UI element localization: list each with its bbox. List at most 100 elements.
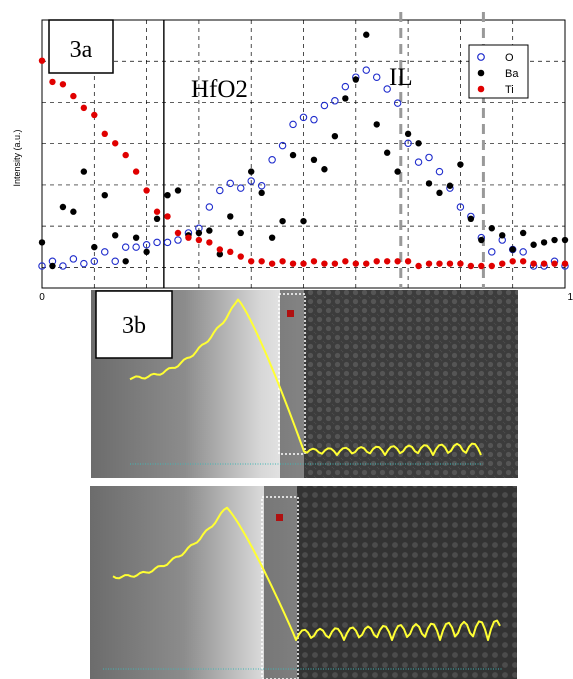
point-ti xyxy=(227,248,234,256)
point-o xyxy=(257,182,266,190)
point-ba xyxy=(561,236,569,244)
point-ba xyxy=(300,217,307,225)
point-ba xyxy=(478,236,485,244)
point-ba xyxy=(112,232,119,239)
point-ba xyxy=(331,133,339,140)
point-ba xyxy=(49,262,56,270)
point-ti xyxy=(237,253,244,260)
point-o xyxy=(362,66,371,74)
point-ba xyxy=(258,189,265,197)
point-ti xyxy=(80,104,88,112)
point-ti xyxy=(530,260,537,267)
panel-b-images: 3b xyxy=(90,290,518,679)
marker-square-bottom xyxy=(276,514,283,521)
point-ti xyxy=(268,260,276,267)
point-o xyxy=(456,203,465,211)
panel-a-label-box xyxy=(48,19,114,74)
point-ti xyxy=(101,130,108,138)
point-o xyxy=(121,243,130,251)
point-ba xyxy=(425,180,433,187)
point-ba xyxy=(342,95,349,102)
point-ti xyxy=(394,258,401,265)
point-o xyxy=(226,179,235,188)
x-tick-labels: 0 10 xyxy=(39,292,573,303)
x-tick-label: 10 xyxy=(567,292,573,303)
stem-image-top: 3b xyxy=(91,290,518,478)
point-ba xyxy=(321,166,328,173)
point-ti xyxy=(174,229,182,237)
point-ti xyxy=(38,57,46,64)
point-o xyxy=(289,120,297,129)
legend-marker-ti xyxy=(477,85,485,93)
point-ti xyxy=(499,260,506,267)
point-o xyxy=(174,236,182,244)
point-ba xyxy=(457,161,464,168)
point-ba xyxy=(268,234,276,241)
point-ba xyxy=(153,215,161,222)
point-o xyxy=(299,113,308,122)
point-ba xyxy=(279,217,286,225)
point-o xyxy=(153,238,161,247)
point-o xyxy=(80,259,88,268)
point-o xyxy=(320,101,329,110)
point-ba xyxy=(404,130,412,138)
point-o xyxy=(142,241,151,249)
point-o xyxy=(331,97,339,105)
point-ti xyxy=(373,258,380,265)
y-axis-label: Intensity (a.u.) xyxy=(12,129,22,186)
point-ti xyxy=(153,208,161,215)
point-ti xyxy=(352,260,359,267)
point-ti xyxy=(540,260,548,267)
panel-a-chart: 0 10 Intensity (a.u.) 3a HfO2 IL O Ba Ti xyxy=(12,12,573,303)
point-ba xyxy=(38,239,46,246)
point-ti xyxy=(70,92,77,100)
point-ba xyxy=(488,225,495,232)
point-ti xyxy=(216,246,224,253)
point-o xyxy=(132,243,140,251)
point-ba xyxy=(519,229,527,237)
point-ba xyxy=(248,168,255,175)
point-ba xyxy=(227,213,234,220)
point-o xyxy=(519,248,527,256)
panel-b-label: 3b xyxy=(122,313,146,339)
point-ti xyxy=(300,260,307,267)
point-ti xyxy=(561,260,569,267)
point-ba xyxy=(122,258,129,265)
point-ti xyxy=(551,260,558,267)
point-ti xyxy=(132,168,140,175)
point-o xyxy=(425,153,433,162)
point-ti xyxy=(363,260,370,267)
point-o xyxy=(163,238,172,247)
legend-label-ti: Ti xyxy=(505,84,514,96)
point-ba xyxy=(80,168,88,175)
point-ti xyxy=(436,260,443,267)
point-ti xyxy=(91,111,98,119)
point-ti xyxy=(467,262,475,270)
point-o xyxy=(38,262,46,270)
point-ba xyxy=(101,192,108,199)
data-points xyxy=(38,31,569,270)
point-ba xyxy=(415,140,422,147)
point-ba xyxy=(509,246,516,253)
point-ba xyxy=(70,208,77,215)
point-ti xyxy=(446,260,454,267)
point-ti xyxy=(112,140,119,147)
point-ba xyxy=(216,251,224,258)
point-ba xyxy=(143,248,150,256)
region-label-hfo2: HfO2 xyxy=(191,76,248,103)
point-ti xyxy=(331,260,339,267)
point-ba xyxy=(446,182,454,189)
point-ti xyxy=(321,260,328,267)
point-ti xyxy=(310,258,318,265)
point-ba xyxy=(132,234,140,241)
point-ti xyxy=(143,187,150,194)
point-ti xyxy=(457,260,464,267)
point-o xyxy=(59,262,67,270)
interface-box-top xyxy=(278,293,306,455)
point-ba xyxy=(59,203,67,211)
point-o xyxy=(372,73,381,81)
point-o xyxy=(101,248,109,256)
point-ti xyxy=(185,234,192,241)
legend: O Ba Ti xyxy=(468,44,529,99)
